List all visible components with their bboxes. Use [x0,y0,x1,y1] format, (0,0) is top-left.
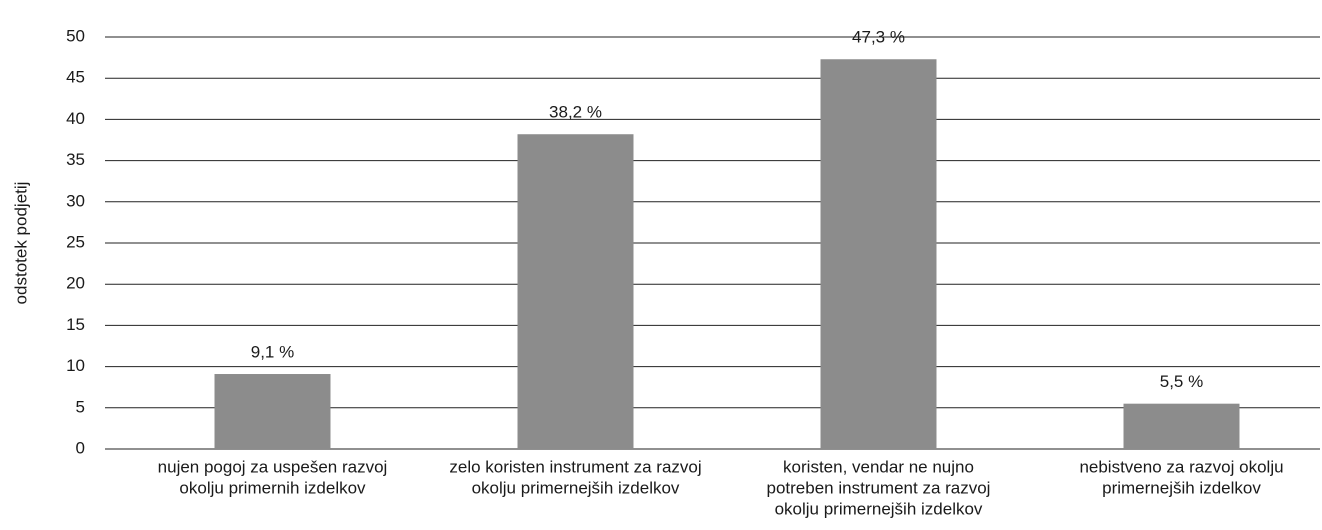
x-tick-label: okolju primernejših izdelkov [775,499,983,518]
y-axis-label: odstotek podjetij [11,182,30,305]
x-tick-label: nebistveno za razvoj okolju [1079,457,1283,476]
y-tick-label: 40 [66,109,85,128]
y-tick-label: 45 [66,68,85,87]
value-label: 38,2 % [549,103,602,122]
x-tick-label: potreben instrument za razvoj [767,478,991,497]
bar [820,59,937,450]
value-label: 5,5 % [1160,372,1203,391]
x-tick-label: koristen, vendar ne nujno [783,457,974,476]
y-tick-label: 0 [76,438,85,457]
bar [1123,403,1240,449]
y-tick-label: 50 [66,26,85,45]
y-tick-label: 10 [66,356,85,375]
bar [517,134,634,449]
bar [214,374,331,449]
x-tick-label: nujen pogoj za uspešen razvoj [158,457,388,476]
y-tick-label: 5 [76,397,85,416]
value-label: 47,3 % [852,28,905,47]
x-tick-label: okolju primernejših izdelkov [472,478,680,497]
value-label: 9,1 % [251,343,294,362]
x-tick-label: zelo koristen instrument za razvoj [449,457,701,476]
x-tick-label: okolju primernih izdelkov [179,478,366,497]
y-tick-label: 35 [66,150,85,169]
y-tick-label: 25 [66,232,85,251]
x-tick-label: primernejših izdelkov [1102,478,1261,497]
y-tick-label: 20 [66,274,85,293]
y-tick-label: 15 [66,315,85,334]
y-tick-label: 30 [66,191,85,210]
